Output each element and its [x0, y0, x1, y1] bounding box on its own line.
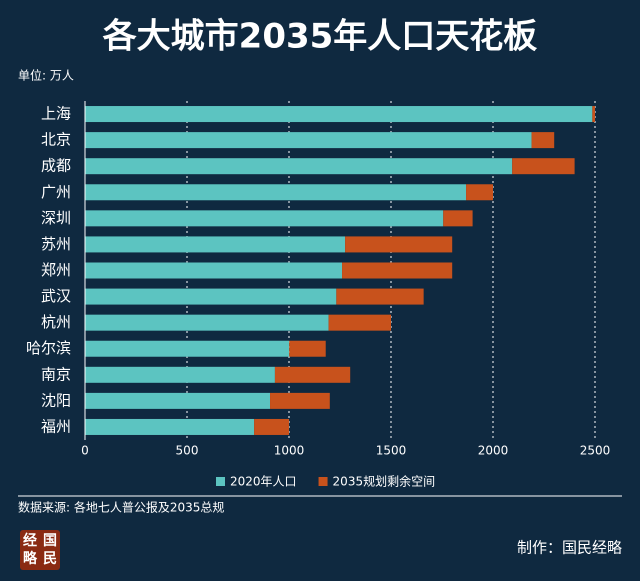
y-tick-label: 南京 — [41, 365, 71, 383]
bar — [254, 418, 289, 435]
bar — [274, 366, 351, 383]
bar — [85, 314, 329, 331]
bar — [85, 210, 444, 227]
x-tick-label: 1500 — [376, 444, 407, 458]
bar — [85, 392, 271, 409]
y-tick-label: 福州 — [41, 417, 71, 435]
x-tick-label: 2000 — [478, 444, 509, 458]
y-tick-label: 哈尔滨 — [26, 339, 71, 357]
y-tick-label: 沈阳 — [41, 391, 71, 409]
x-tick-label: 1000 — [274, 444, 305, 458]
bar — [85, 158, 513, 175]
x-tick-label: 500 — [176, 444, 199, 458]
bar — [85, 132, 532, 149]
y-tick-label: 广州 — [41, 183, 71, 201]
logo-char: 经 — [23, 532, 37, 549]
credit: 制作：国民经略 — [517, 539, 622, 557]
bar — [85, 262, 343, 279]
logo-char: 略 — [23, 550, 38, 567]
bar — [328, 314, 391, 331]
chart-title: 各大城市2035年人口天花板 — [103, 17, 538, 57]
legend-swatch — [216, 477, 225, 486]
y-tick-label: 苏州 — [41, 235, 71, 253]
bar — [85, 288, 337, 305]
bar — [466, 184, 493, 201]
unit-label: 单位: 万人 — [18, 68, 74, 83]
y-tick-label: 武汉 — [41, 287, 71, 305]
legend-label: 2020年人口 — [230, 475, 297, 489]
bar — [592, 106, 595, 123]
bar — [85, 418, 255, 435]
bar — [85, 340, 290, 357]
bar — [336, 288, 424, 305]
y-tick-label: 杭州 — [41, 313, 71, 331]
bar — [443, 210, 473, 227]
logo-char: 民 — [43, 551, 57, 567]
x-tick-label: 0 — [81, 444, 89, 458]
logo-box — [20, 530, 60, 570]
bar — [531, 132, 555, 149]
y-tick-label: 北京 — [41, 131, 71, 149]
bar — [85, 236, 346, 253]
bar — [345, 236, 453, 253]
logo-char: 国 — [43, 533, 57, 549]
bar — [85, 366, 275, 383]
x-tick-label: 2500 — [580, 444, 611, 458]
bar — [512, 158, 575, 175]
legend-swatch — [318, 477, 328, 486]
y-tick-label: 深圳 — [41, 209, 71, 227]
bar — [289, 340, 326, 357]
bar — [85, 184, 467, 201]
source: 数据来源: 各地七人普公报及2035总规 — [18, 500, 224, 515]
y-tick-label: 上海 — [41, 105, 71, 123]
bar — [270, 392, 330, 409]
bar — [85, 106, 593, 123]
y-tick-label: 成都 — [41, 157, 71, 175]
y-tick-label: 郑州 — [41, 261, 71, 279]
bar — [342, 262, 453, 279]
legend-label: 2035规划剩余空间 — [333, 474, 436, 489]
